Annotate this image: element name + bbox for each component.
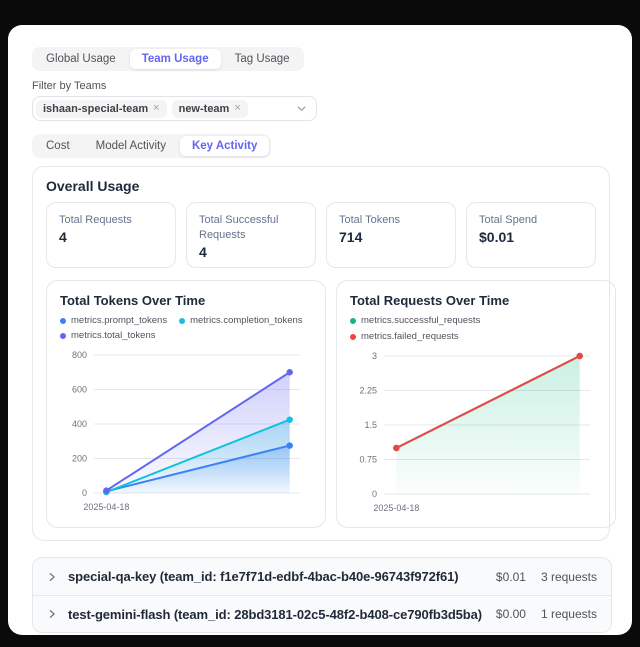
requests-over-time-chart: 0 0.75 1.5 2.25 3 2025-04-18 [350, 346, 602, 523]
team-chip[interactable]: new-team × [171, 99, 248, 118]
stat-label: Total Tokens [339, 214, 400, 226]
svg-text:2025-04-18: 2025-04-18 [373, 503, 419, 513]
key-spend: $0.00 [495, 607, 526, 621]
tab-key-activity[interactable]: Key Activity [179, 136, 270, 156]
usage-scope-tabs: Global Usage Team Usage Tag Usage [32, 47, 304, 71]
stat-value: 4 [59, 228, 67, 245]
chart-title: Total Requests Over Time [350, 293, 510, 308]
svg-text:0: 0 [372, 489, 377, 499]
stat-total-spend: Total Spend $0.01 [466, 202, 596, 268]
svg-text:600: 600 [72, 385, 87, 395]
remove-chip-icon[interactable]: × [234, 102, 241, 114]
stat-total-requests: Total Requests 4 [46, 202, 176, 268]
key-name: test-gemini-flash (team_id: 28bd3181-02c… [68, 606, 482, 622]
legend-label: metrics.failed_requests [361, 331, 459, 342]
tokens-over-time-chart: 0 200 400 600 800 2025-04-18 [60, 345, 312, 522]
tab-cost[interactable]: Cost [46, 140, 70, 152]
stat-total-tokens: Total Tokens 714 [326, 202, 456, 268]
svg-text:0: 0 [82, 488, 87, 498]
legend-item: metrics.completion_tokens [179, 315, 303, 326]
svg-text:200: 200 [72, 454, 87, 464]
overall-usage-title: Overall Usage [46, 178, 140, 194]
legend-label: metrics.prompt_tokens [71, 315, 168, 326]
stats-grid: Total Requests 4 Total Successful Reques… [46, 202, 596, 268]
team-filter-select[interactable]: ishaan-special-team × new-team × [32, 96, 317, 121]
stat-value: 714 [339, 228, 363, 245]
tab-tag-usage[interactable]: Tag Usage [234, 53, 290, 65]
legend-item: metrics.failed_requests [350, 331, 602, 342]
svg-text:2.25: 2.25 [359, 386, 377, 396]
svg-text:400: 400 [72, 419, 87, 429]
chart-legend: metrics.successful_requests metrics.faile… [350, 315, 602, 342]
tokens-over-time-card: Total Tokens Over Time metrics.prompt_to… [46, 280, 326, 528]
legend-label: metrics.completion_tokens [190, 315, 303, 326]
svg-text:0.75: 0.75 [359, 455, 377, 465]
requests-over-time-card: Total Requests Over Time metrics.success… [336, 280, 616, 528]
charts-grid: Total Tokens Over Time metrics.prompt_to… [46, 280, 616, 528]
legend-label: metrics.total_tokens [71, 330, 156, 341]
stat-label: Total Requests [59, 214, 132, 226]
tab-model-activity[interactable]: Model Activity [95, 140, 166, 152]
legend-dot-icon [350, 317, 356, 324]
chart-title: Total Tokens Over Time [60, 293, 206, 308]
legend-item: metrics.prompt_tokens [60, 315, 167, 326]
chart-legend: metrics.prompt_tokens metrics.completion_… [60, 315, 312, 341]
legend-item: metrics.total_tokens [60, 330, 155, 341]
key-list: special-qa-key (team_id: f1e7f71d-edbf-4… [32, 557, 612, 633]
team-chip-label: new-team [178, 102, 230, 115]
activity-view-tabs: Cost Model Activity Key Activity [32, 134, 272, 158]
stat-value: 4 [199, 243, 207, 260]
legend-item: metrics.successful_requests [350, 315, 602, 326]
filter-by-teams-label: Filter by Teams [32, 80, 107, 92]
stat-label: Total Spend [479, 214, 538, 226]
key-row-test-gemini-flash[interactable]: test-gemini-flash (team_id: 28bd3181-02c… [33, 595, 611, 632]
chevron-right-icon [47, 609, 57, 619]
key-request-count: 1 requests [540, 607, 597, 621]
legend-dot-icon [179, 317, 186, 324]
key-name: special-qa-key (team_id: f1e7f71d-edbf-4… [68, 569, 459, 584]
legend-label: metrics.successful_requests [361, 315, 481, 326]
dashboard-panel: Global Usage Team Usage Tag Usage Filter… [8, 25, 632, 635]
key-row-special-qa-key[interactable]: special-qa-key (team_id: f1e7f71d-edbf-4… [33, 558, 611, 595]
key-spend: $0.01 [495, 569, 526, 584]
overall-usage-card: Overall Usage Total Requests 4 Total Suc… [32, 166, 616, 541]
chevron-down-icon [296, 103, 307, 114]
legend-dot-icon [350, 333, 356, 340]
tab-team-usage[interactable]: Team Usage [129, 49, 221, 69]
legend-dot-icon [60, 317, 66, 324]
team-chip-label: ishaan-special-team [43, 102, 149, 115]
tab-global-usage[interactable]: Global Usage [46, 53, 116, 65]
stat-label: Total Successful Requests [199, 214, 279, 241]
stat-value: $0.01 [479, 228, 515, 245]
svg-text:3: 3 [372, 351, 377, 361]
team-chip[interactable]: ishaan-special-team × [36, 99, 167, 118]
svg-text:800: 800 [72, 350, 87, 360]
stat-total-successful-requests: Total Successful Requests 4 [186, 202, 316, 268]
remove-chip-icon[interactable]: × [153, 102, 160, 114]
svg-text:1.5: 1.5 [364, 420, 377, 430]
chevron-right-icon [47, 572, 57, 582]
key-request-count: 3 requests [540, 569, 597, 584]
svg-text:2025-04-18: 2025-04-18 [83, 502, 129, 512]
legend-dot-icon [60, 332, 66, 339]
